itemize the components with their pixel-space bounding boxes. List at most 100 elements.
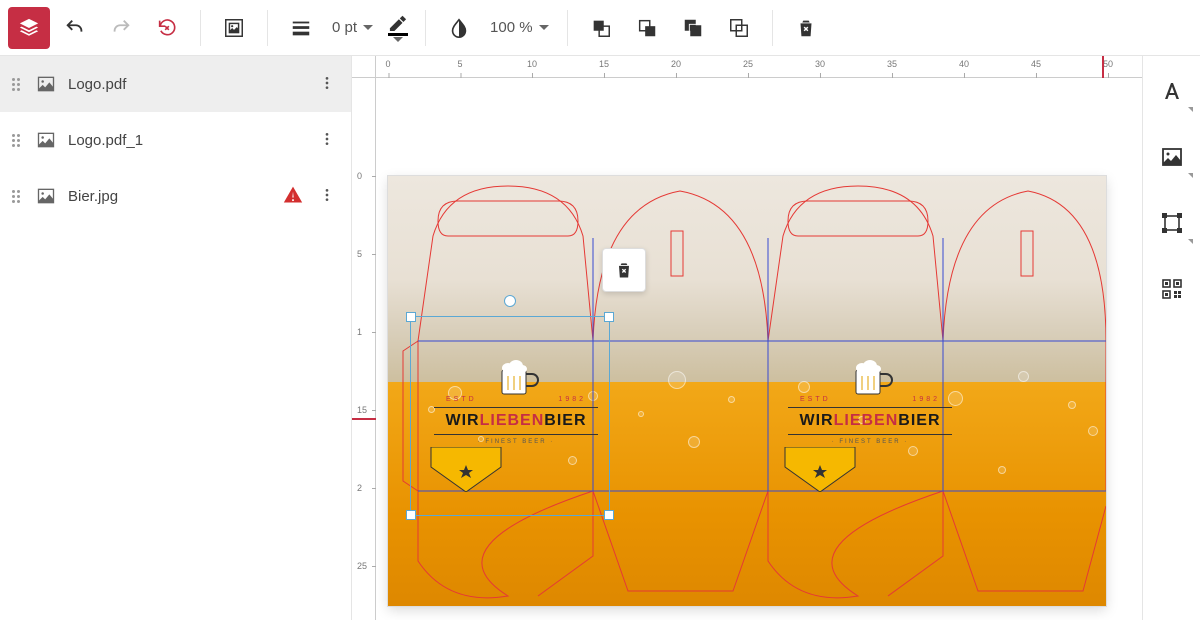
qr-code-icon xyxy=(1160,277,1184,301)
shield-icon xyxy=(780,447,860,492)
layer-item[interactable]: Logo.pdf xyxy=(0,56,351,112)
canvas-area[interactable]: 05101520253035404550 051152253 xyxy=(352,56,1142,620)
image-tool-button[interactable] xyxy=(1153,138,1191,176)
floating-delete-button[interactable] xyxy=(602,248,646,292)
warning-icon xyxy=(283,185,303,208)
bounding-box-icon xyxy=(1160,211,1184,235)
ruler-tick: 40 xyxy=(959,59,969,69)
ruler-tick: 2 xyxy=(357,483,362,493)
layer-name-label: Logo.pdf xyxy=(68,76,303,93)
submenu-caret-icon xyxy=(1188,239,1193,244)
send-back-icon xyxy=(728,17,750,39)
ruler-vertical[interactable]: 051152253 xyxy=(352,78,376,620)
ruler-tick: 50 xyxy=(1103,59,1113,69)
image-file-icon xyxy=(36,186,56,206)
drag-handle-icon[interactable] xyxy=(12,78,24,91)
shape-tool-button[interactable] xyxy=(1153,204,1191,242)
layer-options-button[interactable] xyxy=(315,187,339,206)
drag-handle-icon[interactable] xyxy=(12,134,24,147)
separator xyxy=(200,10,201,46)
trash-x-icon xyxy=(614,260,634,280)
undo-button[interactable] xyxy=(54,7,96,49)
stroke-size-dropdown[interactable]: 0 pt xyxy=(326,19,379,36)
main-area: Logo.pdfLogo.pdf_1Bier.jpg 0510152025303… xyxy=(0,56,1200,620)
bring-to-front-button[interactable] xyxy=(672,7,714,49)
image-crop-button[interactable] xyxy=(213,7,255,49)
chevron-down-icon xyxy=(363,25,373,30)
logo-graphic[interactable]: ESTD1982WIRLIEBENBIER· FINEST BEER · xyxy=(780,356,960,496)
layer-options-button[interactable] xyxy=(315,131,339,150)
send-to-back-button[interactable] xyxy=(718,7,760,49)
text-tool-button[interactable] xyxy=(1153,72,1191,110)
line-weight-icon xyxy=(290,17,312,39)
submenu-caret-icon xyxy=(1188,173,1193,178)
drag-handle-icon[interactable] xyxy=(12,190,24,203)
ruler-tick: 15 xyxy=(357,405,367,415)
stroke-style-button[interactable] xyxy=(280,7,322,49)
layers-icon xyxy=(18,17,40,39)
selection-box[interactable] xyxy=(410,316,610,516)
opacity-value: 100 % xyxy=(490,19,533,36)
resize-handle-sw[interactable] xyxy=(406,510,416,520)
image-file-icon xyxy=(36,130,56,150)
ruler-tick: 1 xyxy=(357,327,362,337)
artboard[interactable]: ESTD1982WIRLIEBENBIER· FINEST BEER ·ESTD… xyxy=(388,176,1106,606)
right-toolbar xyxy=(1142,56,1200,620)
rotation-handle[interactable] xyxy=(504,295,516,307)
logo-text: ESTD1982WIRLIEBENBIER· FINEST BEER · xyxy=(780,396,960,445)
ruler-tick: 0 xyxy=(385,59,390,69)
opacity-drop-icon xyxy=(448,17,470,39)
ruler-tick: 10 xyxy=(527,59,537,69)
stroke-color-button[interactable] xyxy=(383,9,413,46)
bring-front-icon xyxy=(682,17,704,39)
stroke-size-value: 0 pt xyxy=(332,19,357,36)
ruler-tick: 25 xyxy=(357,561,367,571)
separator xyxy=(567,10,568,46)
resize-handle-nw[interactable] xyxy=(406,312,416,322)
separator xyxy=(267,10,268,46)
ruler-position-marker xyxy=(352,418,376,420)
qr-tool-button[interactable] xyxy=(1153,270,1191,308)
layer-name-label: Bier.jpg xyxy=(68,188,271,205)
pencil-icon xyxy=(387,13,409,31)
text-icon xyxy=(1160,79,1184,103)
ruler-tick: 5 xyxy=(457,59,462,69)
resize-handle-se[interactable] xyxy=(604,510,614,520)
resize-handle-ne[interactable] xyxy=(604,312,614,322)
undo-icon xyxy=(64,17,86,39)
beer-mug-icon xyxy=(840,356,900,396)
ruler-tick: 35 xyxy=(887,59,897,69)
ruler-tick: 0 xyxy=(357,171,362,181)
separator xyxy=(425,10,426,46)
image-in-frame-icon xyxy=(223,17,245,39)
opacity-dropdown[interactable]: 100 % xyxy=(484,19,555,36)
history-reset-button[interactable] xyxy=(146,7,188,49)
layer-item[interactable]: Logo.pdf_1 xyxy=(0,112,351,168)
trash-x-icon xyxy=(795,17,817,39)
ruler-tick: 5 xyxy=(357,249,362,259)
opacity-button[interactable] xyxy=(438,7,480,49)
layer-name-label: Logo.pdf_1 xyxy=(68,132,303,149)
redo-icon xyxy=(110,17,132,39)
layer-item[interactable]: Bier.jpg xyxy=(0,168,351,224)
history-x-icon xyxy=(156,17,178,39)
color-swatch xyxy=(388,33,408,36)
image-icon xyxy=(1160,145,1184,169)
layers-panel-button[interactable] xyxy=(8,7,50,49)
top-toolbar: 0 pt 100 % xyxy=(0,0,1200,56)
ruler-tick: 20 xyxy=(671,59,681,69)
send-backward-button[interactable] xyxy=(626,7,668,49)
layer-options-button[interactable] xyxy=(315,75,339,94)
separator xyxy=(772,10,773,46)
submenu-caret-icon xyxy=(1188,107,1193,112)
send-backward-icon xyxy=(636,17,658,39)
ruler-tick: 45 xyxy=(1031,59,1041,69)
chevron-down-icon xyxy=(393,37,403,42)
layers-sidebar: Logo.pdf Logo.pdf_1 Bier.jpg xyxy=(0,56,352,620)
bring-forward-button[interactable] xyxy=(580,7,622,49)
ruler-position-marker xyxy=(1102,56,1104,78)
ruler-horizontal[interactable]: 05101520253035404550 xyxy=(376,56,1142,78)
redo-button[interactable] xyxy=(100,7,142,49)
delete-button[interactable] xyxy=(785,7,827,49)
chevron-down-icon xyxy=(539,25,549,30)
